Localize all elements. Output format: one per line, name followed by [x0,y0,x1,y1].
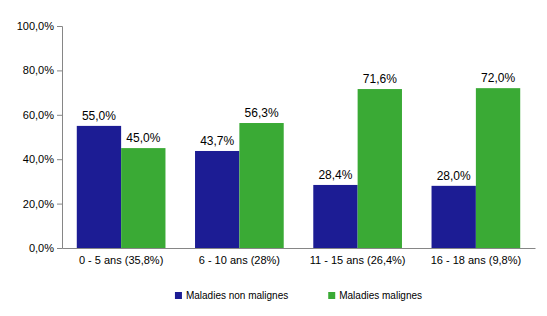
x-axis: 0 - 5 ans (35,8%) 6 - 10 ans (28%) 11 - 15… [63,248,536,266]
data-label: 45,0% [126,131,160,145]
data-label: 56,3% [245,106,279,120]
x-tick: 11 - 15 ans (26,4%) [310,248,406,266]
legend-label: Maladies malignes [339,290,422,301]
y-tick-label: 60,0% [23,109,54,121]
y-tick: 80,0% [23,64,62,76]
y-tick-label: 80,0% [23,64,54,76]
legend-item: Maladies malignes [328,290,422,301]
bar [77,126,121,248]
y-axis-line [57,27,63,249]
legend-swatch [175,292,182,299]
y-tick-mark [57,248,62,249]
legend-item: Maladies non malignes [175,290,288,301]
y-tick-mark [57,159,62,160]
bar [358,89,402,248]
x-tick-label: 16 - 18 ans (9,8%) [431,254,522,266]
x-tick-label: 6 - 10 ans (28%) [199,254,280,266]
y-tick: 60,0% [23,109,62,121]
y-tick-label: 0,0% [29,242,54,254]
bar [476,88,520,248]
y-tick-mark [57,204,62,205]
y-axis: 0,0% 20,0% 40,0% 60,0% 80,0% 100,0% [17,20,63,254]
legend: Maladies non malignes Maladies malignes [175,290,422,301]
y-tick: 20,0% [23,198,62,210]
data-label: 71,6% [363,72,397,86]
y-tick-label: 40,0% [23,153,54,165]
x-tick: 6 - 10 ans (28%) [199,248,280,266]
y-tick-mark [57,115,62,116]
data-labels: 55,0% 43,7% 28,4% 28,0% 45,0% 56,3% 71,6% 72,0% [82,71,515,183]
y-tick-mark [57,26,62,27]
y-tick: 0,0% [29,242,62,254]
bar [432,186,476,248]
x-tick-label: 11 - 15 ans (26,4%) [310,254,406,266]
data-label: 72,0% [481,71,515,85]
bars [77,88,520,248]
data-label: 43,7% [200,134,234,148]
x-tick: 0 - 5 ans (35,8%) [79,248,163,266]
x-tick: 16 - 18 ans (9,8%) [431,248,522,266]
x-tick-label: 0 - 5 ans (35,8%) [79,254,163,266]
legend-label: Maladies non malignes [186,290,288,301]
plot: 55,0% 43,7% 28,4% 28,0% 45,0% 56,3% 71,6% 72,0%… [17,20,536,266]
data-label: 28,0% [437,169,471,183]
bar [121,148,165,248]
y-tick: 40,0% [23,153,62,165]
x-axis-line [63,248,536,249]
chart: 55,0% 43,7% 28,4% 28,0% 45,0% 56,3% 71,6% 72,0%… [0,0,547,316]
data-label: 28,4% [318,168,352,182]
bar [313,185,357,248]
y-tick-label: 20,0% [23,198,54,210]
bar [239,123,283,248]
data-label: 55,0% [82,109,116,123]
legend-swatch [328,292,335,299]
bar [195,151,239,248]
y-tick-mark [57,70,62,71]
y-tick-label: 100,0% [17,20,55,32]
y-tick: 100,0% [17,20,62,32]
